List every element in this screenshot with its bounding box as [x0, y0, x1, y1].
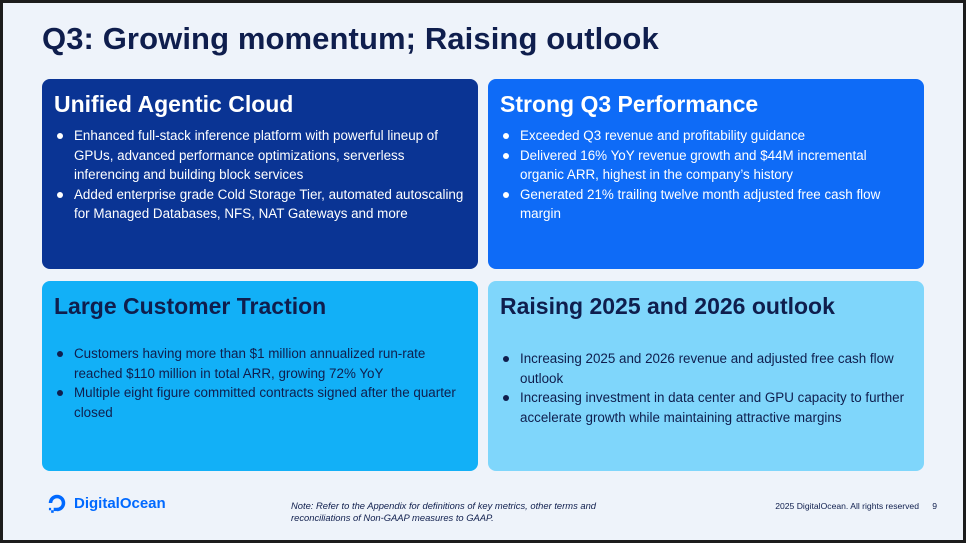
bullet-item: Multiple eight figure committed contract…	[54, 383, 466, 422]
bullet-item: Generated 21% trailing twelve month adju…	[500, 185, 912, 224]
digitalocean-logo: DigitalOcean	[46, 492, 166, 514]
card-heading: Strong Q3 Performance	[500, 91, 759, 117]
bullet-item: Delivered 16% YoY revenue growth and $44…	[500, 146, 912, 185]
card-heading: Raising 2025 and 2026 outlook	[500, 293, 835, 319]
slide: Q3: Growing momentum; Raising outlook Un…	[3, 3, 963, 540]
footnote: Note: Refer to the Appendix for definiti…	[291, 500, 597, 523]
card-heading: Large Customer Traction	[54, 293, 327, 319]
page-number: 9	[932, 501, 937, 511]
bullet-list: Enhanced full-stack inference platform w…	[54, 126, 466, 224]
slide-title: Q3: Growing momentum; Raising outlook	[42, 21, 659, 56]
bullet-item: Increasing investment in data center and…	[500, 388, 912, 427]
bullet-list: Exceeded Q3 revenue and profitability gu…	[500, 126, 912, 224]
bullet-list: Customers having more than $1 million an…	[54, 344, 466, 422]
card-raising-outlook: Raising 2025 and 2026 outlook Increasing…	[488, 281, 924, 471]
card-large-customer-traction: Large Customer Traction Customers having…	[42, 281, 478, 471]
bullet-item: Added enterprise grade Cold Storage Tier…	[54, 185, 466, 224]
bullet-item: Exceeded Q3 revenue and profitability gu…	[500, 126, 912, 146]
bullet-item: Customers having more than $1 million an…	[54, 344, 466, 383]
card-strong-q3-performance: Strong Q3 Performance Exceeded Q3 revenu…	[488, 79, 924, 269]
copyright: 2025 DigitalOcean. All rights reserved	[775, 501, 919, 511]
bullet-item: Enhanced full-stack inference platform w…	[54, 126, 466, 185]
card-heading: Unified Agentic Cloud	[54, 91, 294, 117]
bullet-list: Increasing 2025 and 2026 revenue and adj…	[500, 349, 912, 427]
logo-text: DigitalOcean	[74, 494, 166, 512]
bullet-item: Increasing 2025 and 2026 revenue and adj…	[500, 349, 912, 388]
card-unified-agentic-cloud: Unified Agentic Cloud Enhanced full-stac…	[42, 79, 478, 269]
digitalocean-logo-icon	[48, 494, 66, 513]
